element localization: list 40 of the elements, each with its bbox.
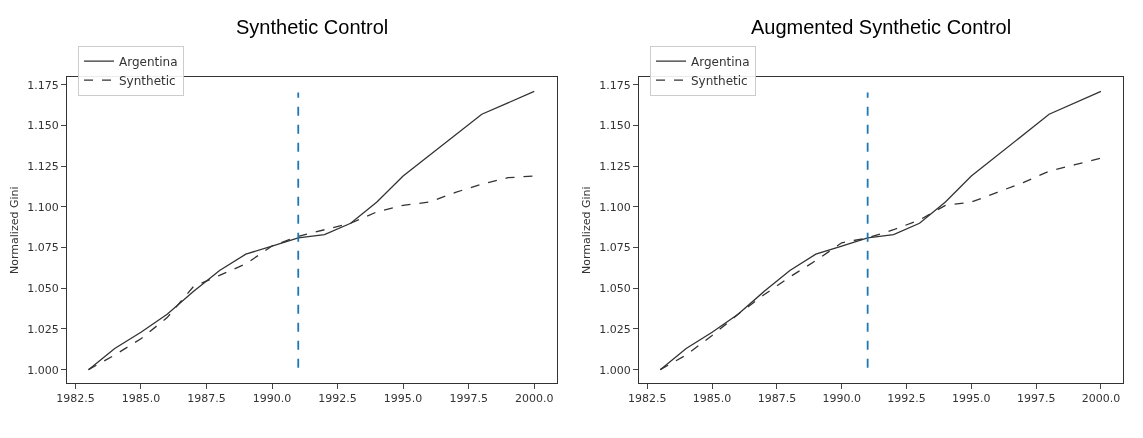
legend-label: Synthetic xyxy=(691,73,748,88)
y-tick-label: 1.025 xyxy=(599,322,631,336)
x-tick-label: 2000.0 xyxy=(514,392,554,406)
y-axis-title: Normalized Gini xyxy=(579,186,593,274)
x-tick-label: 1982.5 xyxy=(56,392,95,406)
y-tick-label: 1.075 xyxy=(27,241,59,255)
y-tick-label: 1.125 xyxy=(599,160,631,174)
y-axis-title: Normalized Gini xyxy=(7,186,21,274)
x-tick-label: 1987.5 xyxy=(187,392,226,406)
y-tick-label: 1.100 xyxy=(27,200,59,214)
y-tick-label: 1.050 xyxy=(599,282,631,296)
x-tick-label: 1995.0 xyxy=(383,392,423,406)
x-tick-label: 1985.0 xyxy=(692,392,732,406)
legend-label: Synthetic xyxy=(119,73,176,88)
x-tick-label: 1982.5 xyxy=(628,392,667,406)
x-tick-label: 1987.5 xyxy=(757,392,797,406)
y-tick-label: 1.150 xyxy=(599,119,631,133)
y-tick-label: 1.175 xyxy=(599,78,631,92)
x-tick-label: 1990.0 xyxy=(822,392,861,406)
x-tick-label: 1995.0 xyxy=(952,392,991,406)
x-tick-label: 1985.0 xyxy=(121,392,161,406)
x-tick-label: 1997.5 xyxy=(449,392,488,406)
x-tick-label: 1990.0 xyxy=(252,392,292,406)
y-tick-label: 1.025 xyxy=(27,322,59,336)
y-tick-label: 1.050 xyxy=(27,282,59,296)
y-tick-label: 1.175 xyxy=(27,78,59,92)
x-tick-label: 1992.5 xyxy=(318,392,357,406)
y-tick-label: 1.125 xyxy=(27,160,59,174)
chart-title: Synthetic Control xyxy=(236,16,389,38)
chart-title: Augmented Synthetic Control xyxy=(751,16,1012,38)
y-tick-label: 1.150 xyxy=(27,119,59,133)
legend-label: Argentina xyxy=(119,54,178,69)
x-tick-label: 2000.0 xyxy=(1081,392,1121,406)
x-tick-label: 1992.5 xyxy=(887,392,926,406)
y-tick-label: 1.100 xyxy=(599,200,631,214)
x-tick-label: 1997.5 xyxy=(1016,392,1056,406)
y-tick-label: 1.000 xyxy=(599,363,631,377)
legend-label: Argentina xyxy=(691,54,750,69)
y-tick-label: 1.075 xyxy=(599,241,631,255)
y-tick-label: 1.000 xyxy=(27,363,59,377)
